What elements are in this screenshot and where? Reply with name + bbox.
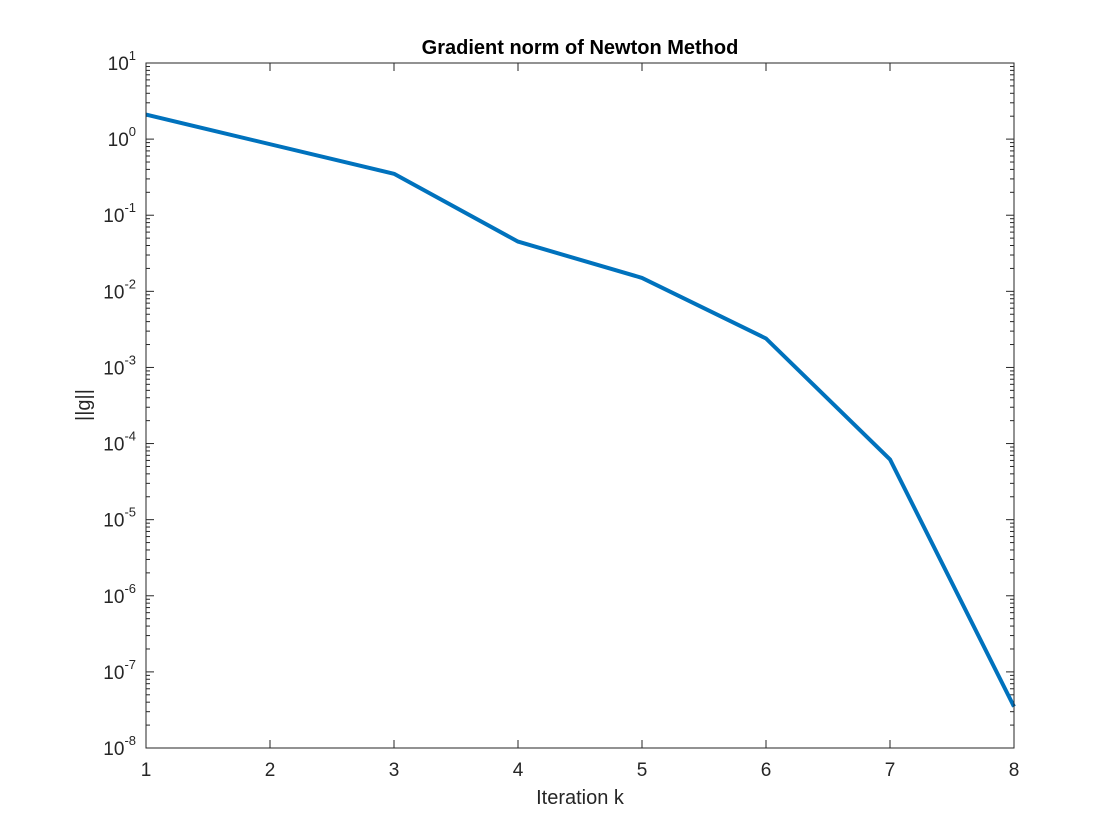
y-axis-label: ||g|| [73,389,95,421]
x-tick-label: 1 [141,760,152,781]
y-tick-label: 101 [108,48,136,75]
y-tick-label: 10-6 [103,581,136,608]
series-layer [145,112,1016,708]
y-tick-label: 10-4 [103,429,136,456]
axes-box [145,62,1015,749]
plot-area [146,63,1014,748]
x-tick-label: 7 [885,760,896,781]
x-tick-label: 4 [513,760,524,781]
y-tick-label: 10-5 [103,505,136,532]
chart-title: Gradient norm of Newton Method [422,37,739,59]
x-tick-label: 8 [1009,760,1020,781]
x-tick-labels: 1 2 3 4 5 6 7 8 [141,760,1020,781]
x-tick-label: 5 [637,760,648,781]
y-tick-labels: 101 100 10-1 10-2 10-3 10-4 10-5 10-6 10-7 10-8 [103,48,136,760]
x-axis-label: Iteration k [536,787,625,809]
x-tick-label: 6 [761,760,772,781]
series-line [145,112,1016,708]
y-tick-label: 10-3 [103,352,136,379]
y-tick-label: 100 [108,124,136,151]
y-tick-label: 10-8 [103,733,136,760]
x-tick-label: 2 [265,760,276,781]
y-tick-label: 10-7 [103,657,136,684]
y-tick-label: 10-1 [103,200,136,227]
y-tick-label: 10-2 [103,276,136,303]
x-tick-label: 3 [389,760,400,781]
